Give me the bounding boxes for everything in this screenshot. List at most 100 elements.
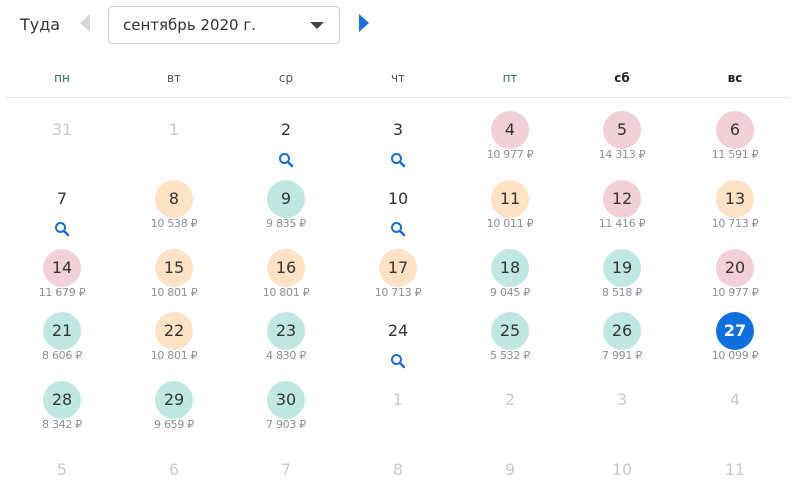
day-price: 9 659 ₽ <box>154 418 194 431</box>
day-number: 5 <box>603 111 641 149</box>
calendar-day[interactable]: 13 10 713 ₽ <box>685 180 785 230</box>
calendar-day[interactable]: 27 10 099 ₽ <box>685 312 785 362</box>
search-icon[interactable] <box>390 152 406 168</box>
calendar-day[interactable]: 26 7 991 ₽ <box>572 312 672 362</box>
calendar-day[interactable]: 25 5 532 ₽ <box>460 312 560 362</box>
calendar-day[interactable]: 6 11 591 ₽ <box>685 111 785 161</box>
day-number: 23 <box>267 312 305 350</box>
day-number: 6 <box>168 460 180 479</box>
calendar-day[interactable]: 16 10 801 ₽ <box>236 249 336 299</box>
day-price: 10 801 ₽ <box>150 349 198 362</box>
day-number: 20 <box>716 249 754 287</box>
calendar-day[interactable]: 17 10 713 ₽ <box>348 249 448 299</box>
day-number: 11 <box>491 180 529 218</box>
day-number: 10 <box>387 189 409 208</box>
calendar-day[interactable]: 21 8 606 ₽ <box>12 312 112 362</box>
chevron-down-icon <box>310 22 324 29</box>
day-price: 11 416 ₽ <box>598 217 646 230</box>
calendar-day[interactable]: 29 9 659 ₽ <box>124 381 224 431</box>
calendar-day[interactable]: 11 10 011 ₽ <box>460 180 560 230</box>
calendar-day[interactable]: 14 11 679 ₽ <box>12 249 112 299</box>
search-icon[interactable] <box>390 221 406 237</box>
day-number: 2 <box>504 390 516 409</box>
day-number: 4 <box>491 111 529 149</box>
day-number: 12 <box>603 180 641 218</box>
day-number: 13 <box>716 180 754 218</box>
day-price: 4 830 ₽ <box>266 349 306 362</box>
search-icon[interactable] <box>278 152 294 168</box>
calendar-day[interactable]: 20 10 977 ₽ <box>685 249 785 299</box>
calendar-day: 2 <box>460 381 560 419</box>
day-price: 10 713 ₽ <box>711 217 759 230</box>
weekday-6: вс <box>727 71 743 85</box>
calendar-day[interactable]: 30 7 903 ₽ <box>236 381 336 431</box>
calendar-day[interactable]: 2 <box>236 111 336 168</box>
calendar-day[interactable]: 8 10 538 ₽ <box>124 180 224 230</box>
calendar-day[interactable]: 19 8 518 ₽ <box>572 249 672 299</box>
calendar-day: 8 <box>348 451 448 489</box>
calendar-day[interactable]: 24 <box>348 312 448 369</box>
calendar-day[interactable]: 18 9 045 ₽ <box>460 249 560 299</box>
calendar-day[interactable]: 15 10 801 ₽ <box>124 249 224 299</box>
day-price: 10 099 ₽ <box>711 349 759 362</box>
calendar-day[interactable]: 7 <box>12 180 112 237</box>
day-number: 2 <box>280 120 292 139</box>
calendar-day[interactable]: 4 10 977 ₽ <box>460 111 560 161</box>
weekday-0: пн <box>54 71 70 85</box>
weekday-5: сб <box>614 71 630 85</box>
day-number: 7 <box>56 189 68 208</box>
day-number: 21 <box>43 312 81 350</box>
day-price: 5 532 ₽ <box>490 349 530 362</box>
weekday-2: ср <box>278 71 294 85</box>
calendar-day[interactable]: 22 10 801 ₽ <box>124 312 224 362</box>
day-price: 11 679 ₽ <box>38 286 86 299</box>
day-number: 26 <box>603 312 641 350</box>
search-icon[interactable] <box>54 221 70 237</box>
weekday-3: чт <box>390 71 406 85</box>
day-number: 17 <box>379 249 417 287</box>
calendar-day[interactable]: 23 4 830 ₽ <box>236 312 336 362</box>
prev-month-button[interactable] <box>80 14 90 32</box>
day-price: 7 991 ₽ <box>602 349 642 362</box>
day-price: 10 538 ₽ <box>150 217 198 230</box>
day-number: 3 <box>392 120 404 139</box>
day-number: 27 <box>716 312 754 350</box>
calendar-day: 1 <box>124 111 224 149</box>
day-price: 10 977 ₽ <box>486 148 534 161</box>
day-number: 19 <box>603 249 641 287</box>
day-number: 1 <box>392 390 404 409</box>
day-number: 7 <box>280 460 292 479</box>
month-select[interactable]: сентябрь 2020 г. <box>108 6 340 44</box>
calendar-day[interactable]: 28 8 342 ₽ <box>12 381 112 431</box>
day-number: 3 <box>616 390 628 409</box>
day-price: 10 011 ₽ <box>486 217 534 230</box>
next-month-button[interactable] <box>359 14 369 32</box>
day-number: 9 <box>267 180 305 218</box>
direction-label: Туда <box>20 15 61 34</box>
weekday-1: вт <box>166 71 182 85</box>
day-number: 6 <box>716 111 754 149</box>
calendar-day[interactable]: 3 <box>348 111 448 168</box>
calendar-day[interactable]: 5 14 313 ₽ <box>572 111 672 161</box>
day-number: 28 <box>43 381 81 419</box>
day-number: 9 <box>504 460 516 479</box>
calendar-day: 6 <box>124 451 224 489</box>
calendar-day[interactable]: 10 <box>348 180 448 237</box>
day-number: 24 <box>387 321 409 340</box>
calendar-day: 1 <box>348 381 448 419</box>
month-select-value: сентябрь 2020 г. <box>123 16 257 34</box>
day-price: 9 835 ₽ <box>266 217 306 230</box>
calendar-day: 10 <box>572 451 672 489</box>
calendar-day: 9 <box>460 451 560 489</box>
day-price: 8 342 ₽ <box>42 418 82 431</box>
calendar-day: 11 <box>685 451 785 489</box>
calendar-day: 4 <box>685 381 785 419</box>
calendar-day[interactable]: 12 11 416 ₽ <box>572 180 672 230</box>
day-price: 10 713 ₽ <box>374 286 422 299</box>
day-price: 8 606 ₽ <box>42 349 82 362</box>
search-icon[interactable] <box>390 353 406 369</box>
calendar-day: 31 <box>12 111 112 149</box>
day-number: 29 <box>155 381 193 419</box>
calendar-day: 3 <box>572 381 672 419</box>
